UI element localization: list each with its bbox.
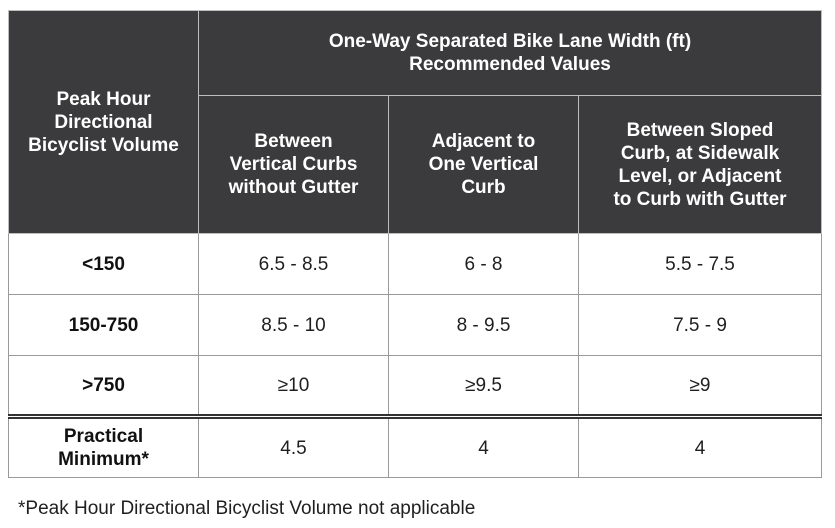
value-cell: 4 [388, 414, 579, 478]
column-header-line: Between Sloped [626, 119, 774, 141]
value-cell: ≥9 [578, 355, 822, 417]
column-header-sloped-curb: Between Sloped Curb, at Sidewalk Level, … [578, 95, 822, 234]
value-cell: 8.5 - 10 [198, 294, 389, 356]
column-header-line: to Curb with Gutter [613, 188, 787, 210]
column-header-line: Adjacent to [431, 131, 536, 152]
row-label-header: Peak Hour Directional Bicyclist Volume [8, 10, 199, 234]
header-row-top: Peak Hour Directional Bicyclist Volume O… [8, 10, 822, 234]
value-cell: 4.5 [198, 414, 389, 478]
group-title-line: Recommended Values [409, 54, 611, 75]
value-cell: ≥10 [198, 355, 389, 417]
column-header-line: Vertical Curbs [229, 154, 358, 175]
row-label-cell: <150 [8, 233, 199, 295]
value-cell: 7.5 - 9 [578, 294, 822, 356]
column-header-line: Curb [461, 177, 506, 198]
table-row: 150-750 8.5 - 10 8 - 9.5 7.5 - 9 [8, 294, 822, 356]
row-label-header-line: Bicyclist Volume [28, 134, 179, 156]
value-cell: 6 - 8 [388, 233, 579, 295]
header-row-sub: Between Vertical Curbs without Gutter Ad… [9, 95, 822, 234]
practical-minimum-label-line: Practical [63, 426, 144, 447]
group-title-line: One-Way Separated Bike Lane Width (ft) [328, 31, 692, 52]
bike-lane-width-table: Peak Hour Directional Bicyclist Volume O… [8, 10, 822, 478]
column-header-line: Level, or Adjacent [618, 165, 782, 187]
table-header: Peak Hour Directional Bicyclist Volume O… [8, 10, 822, 234]
table-body: <150 6.5 - 8.5 6 - 8 5.5 - 7.5 150-750 8… [8, 233, 822, 478]
column-header-line: without Gutter [228, 177, 359, 198]
footnote: *Peak Hour Directional Bicyclist Volume … [18, 498, 476, 519]
column-header-one-vertical-curb: Adjacent to One Vertical Curb [388, 95, 579, 234]
value-cell: ≥9.5 [388, 355, 579, 417]
table-row: >750 ≥10 ≥9.5 ≥9 [8, 355, 822, 417]
value-cell: 8 - 9.5 [388, 294, 579, 356]
practical-minimum-label-line: Minimum* [58, 449, 149, 470]
practical-minimum-row: Practical Minimum* 4.5 4 4 [8, 414, 822, 478]
value-cell: 6.5 - 8.5 [198, 233, 389, 295]
column-header-line: One Vertical [428, 154, 539, 175]
row-label-header-line: Peak Hour [56, 88, 151, 110]
group-title-header: One-Way Separated Bike Lane Width (ft) R… [198, 10, 822, 96]
practical-minimum-label-cell: Practical Minimum* [8, 414, 199, 478]
row-label-cell: 150-750 [8, 294, 199, 356]
row-label-cell: >750 [8, 355, 199, 417]
column-header-line: Between [254, 131, 333, 152]
table-row: <150 6.5 - 8.5 6 - 8 5.5 - 7.5 [8, 233, 822, 295]
value-cell: 4 [578, 414, 822, 478]
column-header-vertical-curbs: Between Vertical Curbs without Gutter [198, 95, 389, 234]
row-label-header-line: Directional [54, 111, 153, 133]
bike-lane-width-table-container: Peak Hour Directional Bicyclist Volume O… [8, 10, 822, 478]
value-cell: 5.5 - 7.5 [578, 233, 822, 295]
column-header-line: Curb, at Sidewalk [620, 142, 780, 164]
